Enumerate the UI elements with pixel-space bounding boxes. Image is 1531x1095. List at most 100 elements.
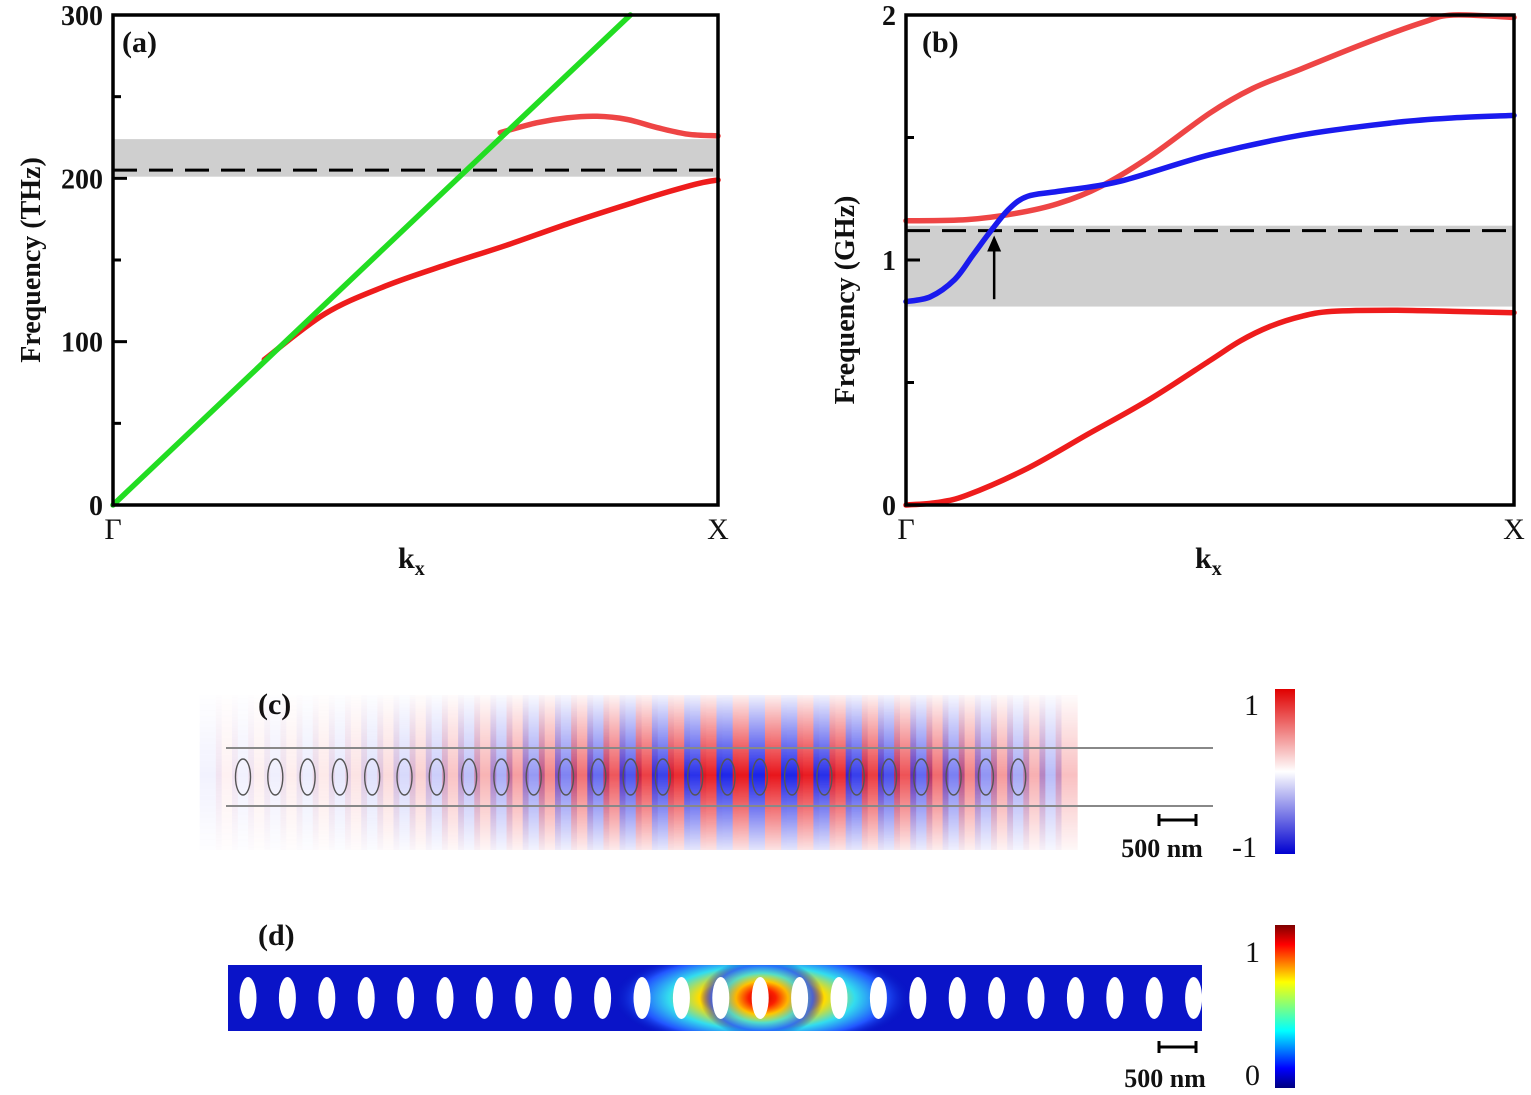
panel-b-xlabel: kx <box>1195 542 1222 580</box>
panel-d-hole <box>751 977 769 1019</box>
panel-d-hole <box>712 977 730 1019</box>
panel-c-field-stripe-negative <box>199 695 222 850</box>
panel-c-field-stripe-negative <box>425 695 448 850</box>
panel-a-series-lower-band <box>261 177 721 363</box>
panel-c-hole <box>460 758 478 796</box>
panel-b-xlabel-sub: x <box>1212 558 1222 580</box>
panel-c-hole <box>493 758 510 796</box>
panel-c-colorbar-min: -1 <box>1232 831 1257 864</box>
panel-a-ylabel: Frequency (THz) <box>16 157 47 363</box>
panel-b-ytick-label: 2 <box>882 1 896 32</box>
panel-c-hole <box>234 758 252 796</box>
panel-c-field <box>199 695 1078 850</box>
panel-d-hole <box>475 977 493 1019</box>
panel-c-scale-label: 500 nm <box>1121 834 1203 863</box>
panel-a-ticks: 0 100 200 300 Γ X <box>61 1 729 546</box>
panel-c-field-stripe-negative <box>458 695 481 850</box>
panel-c-hole <box>719 758 736 796</box>
panel-b-arrow <box>987 235 1002 300</box>
panel-c-colorbar-max: 1 <box>1244 689 1259 722</box>
panel-a-series <box>110 12 721 508</box>
panel-a-xlabel: kx <box>398 542 425 580</box>
panel-c-field-stripe-negative <box>296 695 319 850</box>
panel-c-hole <box>590 758 607 796</box>
panel-d-hole <box>318 977 336 1019</box>
panel-c-field-stripe-negative <box>1007 695 1030 850</box>
panel-c-hole <box>622 758 639 796</box>
panel-c-hole <box>848 758 865 796</box>
panel-c-scale-bar <box>1157 814 1198 826</box>
panel-c-field-stripe-positive <box>215 695 238 850</box>
panel-c-field-stripe-positive <box>377 695 400 850</box>
panel-c: (c) 1 -1 500 nm <box>199 688 1295 864</box>
panel-b-series-mechanical-mode <box>903 112 1517 305</box>
panel-c-field-stripe-positive <box>958 695 981 850</box>
panel-a-series-light-line <box>110 12 634 508</box>
panel-d-hole <box>1027 977 1045 1019</box>
panel-d-hole <box>791 977 809 1019</box>
panel-c-field-stripe-positive <box>312 695 335 850</box>
panel-b-xtick-label: Γ <box>897 513 914 546</box>
panel-d-hole <box>594 977 612 1019</box>
panel-c-hole <box>977 758 995 796</box>
panel-b-ytick-label: 0 <box>882 491 896 522</box>
panel-c-field-stripe-negative <box>974 695 997 850</box>
panel-a-ytick-label: 300 <box>61 1 103 32</box>
panel-d-hole <box>436 977 454 1019</box>
panel-c-hole <box>267 758 284 796</box>
panel-c-field-stripe-positive <box>991 695 1014 850</box>
panel-d-hole <box>239 977 257 1019</box>
panel-c-hole <box>913 758 930 796</box>
panel-d-hole <box>1106 977 1124 1019</box>
panel-c-field-stripe-negative <box>264 695 287 850</box>
panel-c-field-stripe-positive <box>345 695 368 850</box>
panel-d-hole <box>1066 977 1084 1019</box>
panel-c-hole <box>299 758 316 796</box>
panel-c-field-stripe-positive <box>1055 695 1078 850</box>
panel-d-colorbar-max: 1 <box>1245 936 1260 969</box>
panel-b-xlabel-main: k <box>1195 542 1212 575</box>
panel-d-colorbar <box>1275 925 1295 1088</box>
panel-a-xlabel-main: k <box>398 542 415 575</box>
panel-a-series-upper-band <box>497 113 721 139</box>
panel-c-field-stripe-positive <box>1023 695 1046 850</box>
panel-c-hole <box>1010 758 1027 796</box>
panel-c-field-stripe-negative <box>393 695 416 850</box>
panel-c-hole <box>751 758 768 796</box>
panel-c-holes <box>234 758 1027 796</box>
panel-c-field-stripe-negative <box>1039 695 1062 850</box>
panel-c-colorbar <box>1275 689 1295 854</box>
panel-b-ticks: 0 1 2 Γ X <box>882 1 1525 546</box>
panel-c-field-stripe-positive <box>248 695 271 850</box>
panel-d-hole <box>830 977 848 1019</box>
panel-d: (d) 1 0 500 nm <box>228 919 1295 1093</box>
panel-d-scale-bar <box>1157 1041 1198 1053</box>
panel-c-field-stripe-positive <box>474 695 497 850</box>
panel-c-field-stripe-positive <box>441 695 464 850</box>
panel-a: 0 100 200 300 Γ X (a) Frequency (THz) kx <box>16 1 729 580</box>
panel-d-hole <box>948 977 966 1019</box>
panel-d-hole <box>357 977 375 1019</box>
panel-c-label: (c) <box>258 688 291 721</box>
panel-c-field-stripe-positive <box>506 695 529 850</box>
panel-c-hole <box>687 758 704 796</box>
panel-d-holes <box>239 977 1203 1019</box>
panel-d-hole <box>1145 977 1163 1019</box>
panel-c-hole <box>783 758 801 796</box>
panel-b-series-acoustic-band <box>903 307 1517 508</box>
panel-d-hole <box>909 977 927 1019</box>
panel-b-series <box>903 12 1517 508</box>
panel-d-hole <box>869 977 887 1019</box>
panel-c-hole <box>364 758 381 796</box>
panel-d-scale-label: 500 nm <box>1124 1064 1206 1093</box>
panel-d-hole <box>554 977 572 1019</box>
panel-a-xtick-label: Γ <box>104 513 121 546</box>
panel-b-xtick-label: X <box>1503 513 1525 546</box>
panel-c-hole <box>428 758 445 796</box>
panel-d-hole <box>672 977 690 1019</box>
panel-c-field-stripe-negative <box>232 695 254 850</box>
panel-c-field-stripe-positive <box>409 695 432 850</box>
panel-d-hole <box>278 977 296 1019</box>
panel-c-hole <box>816 758 833 796</box>
